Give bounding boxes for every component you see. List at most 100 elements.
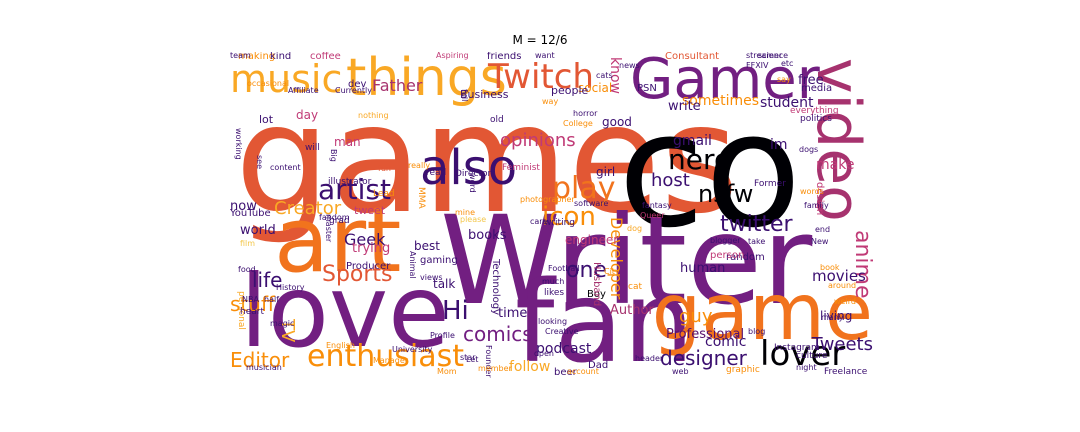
word-cloud-word: living (820, 309, 853, 323)
word-cloud-word: Author (610, 303, 654, 318)
word-cloud-word: say (777, 75, 791, 84)
word-cloud-word: software (574, 199, 609, 208)
word-cloud-word: many (821, 313, 844, 322)
word-cloud-word: end (815, 225, 831, 234)
word-cloud-word: English (326, 341, 355, 350)
word-cloud-word: culture (796, 351, 828, 361)
word-cloud-word: Profile (430, 331, 455, 340)
word-cloud-word: working (234, 128, 243, 160)
word-cloud-word: account (567, 367, 599, 376)
word-cloud-word: Business (460, 88, 509, 101)
word-cloud-word: photographer (520, 195, 575, 204)
word-cloud-word: Professional (666, 327, 745, 342)
word-cloud-word: love (240, 253, 450, 370)
word-cloud-word: people (551, 84, 589, 97)
word-cloud: games co Writer art love fan game Gamer video thi… (230, 52, 873, 379)
word-cloud-word: food (238, 265, 256, 274)
word-cloud-word: half (264, 295, 280, 304)
word-cloud-word: fantasy (642, 201, 672, 210)
word-cloud-word: good (602, 115, 632, 129)
word-cloud-word: artist (318, 173, 391, 206)
word-cloud-word: im (770, 137, 788, 153)
word-cloud-word: books (468, 228, 507, 243)
word-cloud-word: random (726, 252, 765, 263)
word-cloud-word: star (460, 353, 476, 362)
word-cloud-word: Creator (274, 198, 342, 219)
word-cloud-word: FFXIV (746, 61, 769, 70)
word-cloud-word: mine (455, 208, 476, 217)
word-cloud-word: icon (542, 202, 596, 232)
word-cloud-word: making (238, 52, 276, 62)
word-cloud-word: much (542, 277, 565, 286)
word-cloud-word: Editor (230, 348, 290, 372)
word-cloud-word: Lead (373, 189, 395, 199)
word-cloud-word: game (651, 268, 873, 358)
word-cloud-word: see (255, 155, 264, 170)
word-cloud-word: co (618, 79, 802, 263)
word-cloud-word: free (798, 73, 824, 88)
word-cloud-word: illustrator (328, 177, 372, 187)
word-cloud-word: family (804, 201, 829, 210)
word-cloud-word: Big (329, 149, 338, 162)
word-cloud-word: writing (544, 218, 576, 228)
word-cloud-word: member (478, 364, 512, 373)
word-cloud-word: blog (748, 327, 766, 336)
word-cloud-word: Hi (442, 296, 469, 326)
word-cloud-word: best (414, 239, 440, 253)
word-cloud-word: science (758, 52, 789, 60)
chart-title: M = 12/6 (512, 33, 568, 47)
word-cloud-word: words (800, 187, 824, 196)
word-cloud-word: web (672, 367, 689, 376)
word-cloud-word: gaming (420, 255, 458, 266)
word-cloud-word: play (552, 171, 616, 206)
word-cloud-word: make (816, 157, 855, 173)
word-cloud-word: blogger (710, 236, 741, 245)
word-cloud-word: man (334, 135, 361, 149)
word-cloud-word: lot (259, 113, 274, 126)
word-cloud-word: person (710, 250, 745, 261)
word-cloud-word: City (604, 267, 620, 276)
word-cloud-word: will (305, 143, 320, 153)
word-cloud-word: Dad (588, 360, 609, 371)
word-cloud-word: cats (596, 71, 613, 80)
word-cloud-word: Instagram (774, 343, 820, 353)
word-cloud-word: likes (544, 288, 565, 298)
word-cloud-word: designer (660, 346, 747, 370)
word-cloud-word: human (680, 261, 726, 276)
word-cloud-word: PSN (637, 83, 657, 94)
word-cloud-word: way (542, 97, 559, 106)
word-cloud-word: student (760, 95, 814, 111)
word-cloud-word: film (240, 239, 256, 248)
word-cloud-word: coffee (310, 52, 341, 62)
word-cloud-word: sometimes (682, 93, 760, 109)
word-cloud-word: heart (240, 307, 264, 317)
word-cloud-word: grad (329, 216, 350, 226)
word-cloud-word: University (392, 345, 433, 354)
word-cloud-word: magic (270, 319, 295, 328)
word-cloud-word: MMA (416, 187, 426, 209)
word-cloud-word: podcast (536, 341, 592, 357)
word-cloud-word: opinions (500, 130, 576, 151)
word-cloud-word: dev (348, 79, 367, 90)
word-cloud-word: Director (455, 169, 492, 179)
word-cloud-word: Creative (545, 327, 579, 336)
word-cloud-word: host (651, 170, 690, 191)
word-cloud-word: also (420, 140, 518, 196)
word-cloud-word: care (530, 217, 548, 226)
word-cloud-word: dog (627, 224, 643, 233)
word-cloud-word: please (460, 215, 487, 224)
word-cloud-word: nerd (668, 143, 732, 176)
word-cloud-word: talk (433, 277, 456, 291)
word-cloud-word: fandom (319, 213, 350, 222)
word-cloud-word: Consultant (665, 52, 720, 62)
word-cloud-word: Boy (587, 289, 606, 300)
word-cloud-word: word (468, 173, 477, 193)
word-cloud-word: trying (352, 241, 391, 256)
word-cloud-word: dogs (799, 145, 819, 154)
word-cloud-word: etc (781, 59, 794, 68)
word-cloud-word: Geek (344, 230, 386, 249)
word-cloud-word: Manager (373, 356, 409, 365)
word-cloud-word: nsfw (698, 180, 754, 208)
word-cloud-word: Father (372, 76, 423, 95)
